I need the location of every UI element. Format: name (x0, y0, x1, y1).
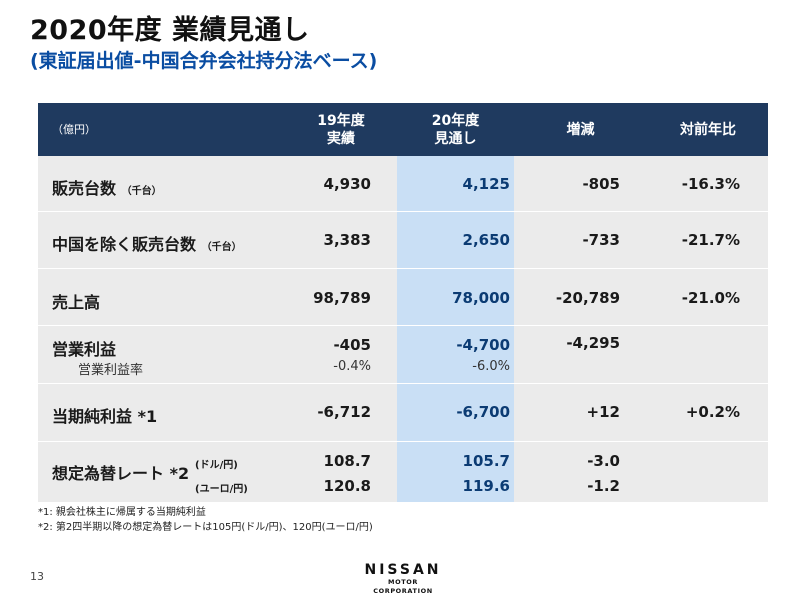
forecast-table: （億円） 19年度 実績 20年度 見通し 増減 対前年比 販売台数 （千台） 4,… (38, 103, 768, 502)
row-label: 想定為替レート *2 (52, 464, 190, 483)
cell-fy19: -405 (333, 336, 371, 354)
cell-fy19: 3,383 (323, 231, 371, 249)
footnote: *1: 親会社株主に帰属する当期純利益 (38, 507, 206, 518)
cell-fy19-eur: 120.8 (323, 477, 371, 495)
cell-fy19-usd: 108.7 (323, 452, 371, 470)
row-divider (38, 441, 768, 442)
sub-row-label: 営業利益率 (78, 363, 144, 378)
cell-fy20-sub: -6.0% (472, 359, 510, 374)
logo-wordmark: NISSAN (364, 562, 442, 578)
fx-eur-label: (ユーロ/円) (195, 484, 248, 495)
cell-fy20: -6,700 (456, 403, 510, 421)
cell-yoy: -21.7% (681, 231, 740, 249)
table-header: （億円） 19年度 実績 20年度 見通し 増減 対前年比 (38, 103, 768, 156)
footnote: *2: 第2四半期以降の想定為替レートは105円(ドル/円)、120円(ユーロ/… (38, 522, 373, 533)
fy20-column-highlight (397, 156, 514, 502)
cell-fy20: 78,000 (452, 289, 510, 307)
header-yoy: 対前年比 (680, 121, 736, 138)
row-divider (38, 268, 768, 269)
header-fy19: 19年度 実績 (317, 112, 365, 147)
cell-fy19: 98,789 (313, 289, 371, 307)
cell-fy20: -4,700 (456, 336, 510, 354)
row-label: 営業利益 (52, 340, 117, 359)
header-change: 増減 (566, 121, 595, 138)
row-label: 売上高 (52, 293, 101, 312)
cell-fy19: 4,930 (323, 175, 371, 193)
cell-fy19: -6,712 (317, 403, 371, 421)
cell-yoy: -16.3% (681, 175, 740, 193)
nissan-logo: NISSAN MOTOR CORPORATION (361, 562, 445, 596)
row-label: 当期純利益 *1 (52, 407, 158, 426)
cell-fy20-usd: 105.7 (462, 452, 510, 470)
cell-yoy: -21.0% (681, 289, 740, 307)
row-divider (38, 325, 768, 326)
cell-change: -20,789 (555, 289, 620, 307)
page-number: 13 (30, 570, 44, 583)
unit-label: （億円） (52, 122, 96, 136)
header-fy20: 20年度 見通し (431, 112, 480, 147)
cell-change-usd: -3.0 (587, 452, 620, 470)
page-title: 2020年度 業績見通し (30, 15, 310, 46)
row-label: 中国を除く販売台数 （千台） (52, 235, 242, 254)
fx-usd-label: (ドル/円) (195, 460, 238, 471)
footnotes: *1: 親会社株主に帰属する当期純利益 *2: 第2四半期以降の想定為替レートは… (38, 505, 373, 535)
cell-change: +12 (586, 403, 620, 421)
cell-fy19-sub: -0.4% (333, 359, 371, 374)
page-subtitle: (東証届出値-中国合弁会社持分法ベース) (30, 50, 378, 72)
cell-yoy: +0.2% (685, 403, 740, 421)
cell-change: -733 (582, 231, 620, 249)
row-divider (38, 383, 768, 384)
cell-change-eur: -1.2 (587, 477, 620, 495)
cell-fy20: 4,125 (462, 175, 510, 193)
cell-change: -805 (582, 175, 620, 193)
logo-subline: MOTOR CORPORATION (373, 578, 433, 595)
cell-fy20: 2,650 (462, 231, 510, 249)
row-label: 販売台数 （千台） (52, 179, 162, 198)
cell-change: -4,295 (566, 334, 620, 352)
cell-fy20-eur: 119.6 (462, 477, 510, 495)
row-divider (38, 211, 768, 212)
